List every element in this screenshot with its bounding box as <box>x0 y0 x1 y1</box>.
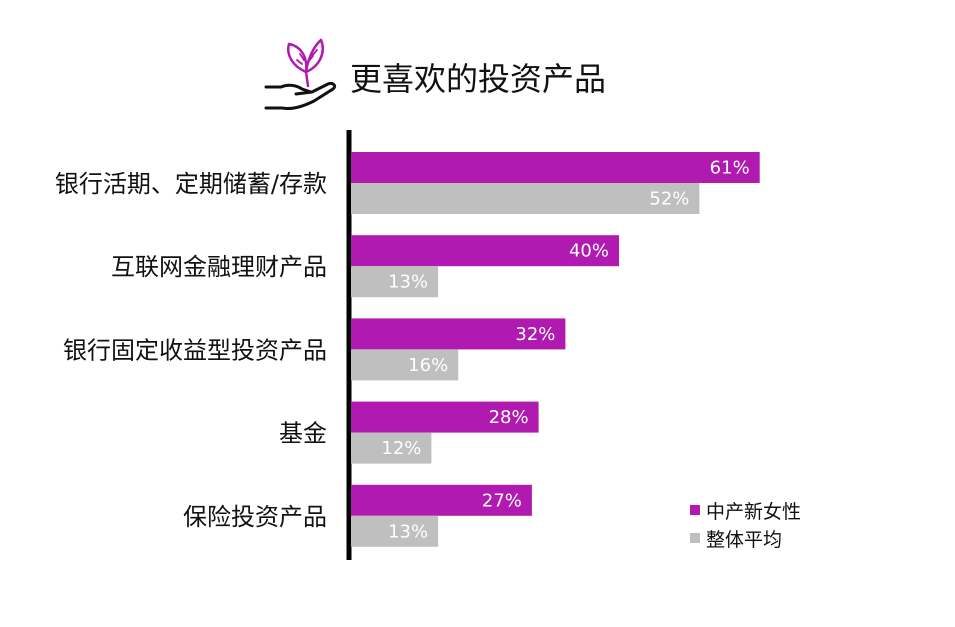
data-label-series-2-2: 13% <box>388 272 428 293</box>
category-label-1: 银行活期、定期储蓄/存款 <box>55 170 327 198</box>
bar-series-1-5 <box>351 484 532 516</box>
category-label-5: 保险投资产品 <box>183 503 327 531</box>
bar-series-2-5 <box>351 515 439 547</box>
data-label-series-1-3: 32% <box>515 324 555 345</box>
bar-series-1-3 <box>351 318 566 350</box>
data-label-series-1-4: 28% <box>489 407 529 428</box>
bar-series-2-2 <box>351 266 439 298</box>
legend-label-series-2: 整体平均 <box>706 528 783 551</box>
plant-in-hand-icon <box>264 38 337 110</box>
data-label-series-2-5: 13% <box>388 521 428 542</box>
data-label-series-2-4: 12% <box>381 438 421 459</box>
data-label-series-1-2: 40% <box>569 241 609 262</box>
legend-label-series-1: 中产新女性 <box>706 500 802 523</box>
category-label-4: 基金 <box>279 420 327 448</box>
data-label-series-2-1: 52% <box>649 189 689 210</box>
legend-swatch-series-2 <box>690 533 700 543</box>
bar-series-1-4 <box>351 401 539 433</box>
legend-item-series-2: 整体平均 <box>690 524 801 552</box>
bar-series-2-4 <box>351 432 432 464</box>
category-label-3: 银行固定收益型投资产品 <box>63 336 327 364</box>
category-label-2: 互联网金融理财产品 <box>111 253 327 281</box>
bar-series-1-1 <box>351 152 760 183</box>
data-label-series-2-3: 16% <box>408 355 448 376</box>
data-label-series-1-1: 61% <box>710 158 750 179</box>
bar-series-1-2 <box>351 235 619 267</box>
legend: 中产新女性 整体平均 <box>690 496 801 552</box>
legend-item-series-1: 中产新女性 <box>690 496 801 524</box>
legend-swatch-series-1 <box>690 505 700 515</box>
bar-series-2-1 <box>351 183 700 214</box>
chart-title: 更喜欢的投资产品 <box>350 60 607 98</box>
bar-series-2-3 <box>351 349 459 381</box>
data-label-series-1-5: 27% <box>482 490 522 511</box>
